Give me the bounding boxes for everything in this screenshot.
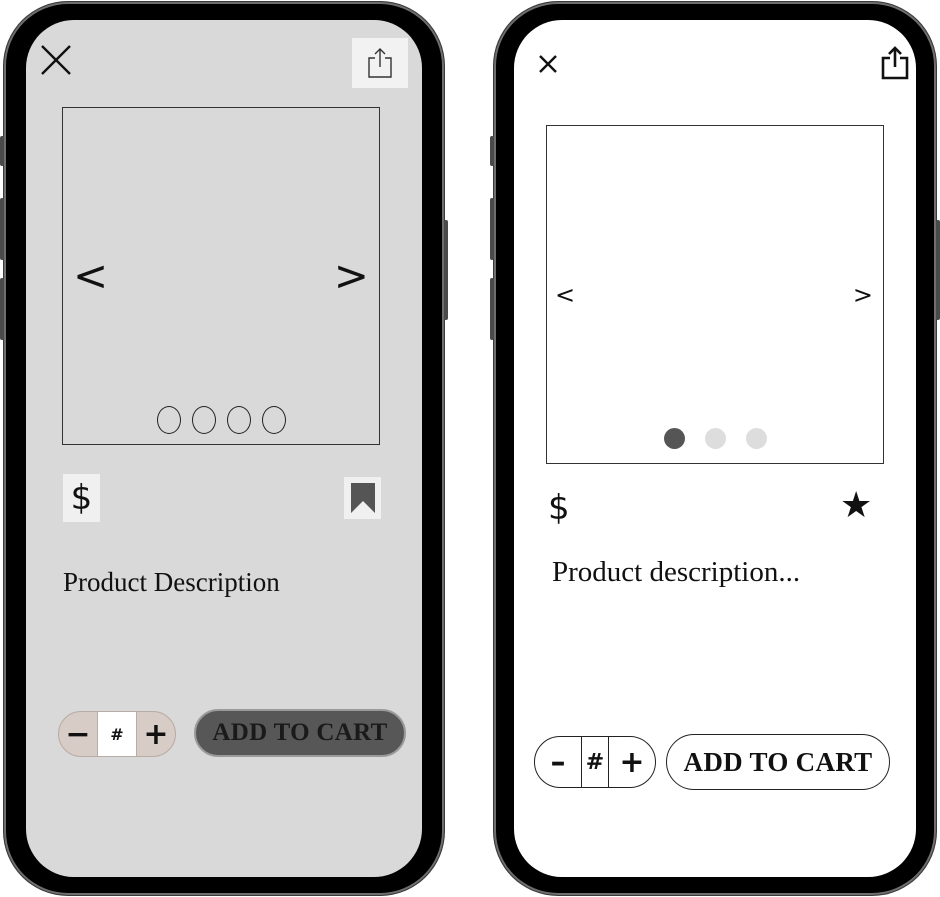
mute-switch	[490, 136, 494, 166]
star-icon: ★	[840, 485, 873, 526]
decrement-button[interactable]: −	[65, 716, 91, 752]
carousel-prev-button[interactable]: <	[73, 251, 109, 300]
product-image-carousel[interactable]: < >	[546, 125, 884, 464]
price-label: $	[63, 474, 100, 522]
bookmark-button[interactable]	[344, 477, 381, 519]
quantity-stepper: – # +	[534, 736, 656, 788]
increment-button[interactable]: +	[619, 744, 645, 780]
close-button[interactable]	[38, 42, 74, 78]
carousel-prev-button[interactable]: <	[555, 280, 576, 309]
add-to-cart-button[interactable]: ADD TO CART	[194, 709, 406, 757]
close-icon	[539, 55, 557, 73]
volume-up-button	[490, 198, 494, 260]
product-description: Product Description	[63, 567, 280, 597]
volume-down-button	[0, 278, 4, 340]
decrement-button[interactable]: –	[550, 744, 566, 780]
share-button[interactable]	[352, 38, 408, 88]
phone-frame-left: < > $ Product Description − # + ADD TO C…	[0, 2, 448, 895]
carousel-dot[interactable]	[191, 406, 216, 434]
quantity-value[interactable]: #	[97, 712, 137, 756]
carousel-dot[interactable]	[156, 406, 181, 434]
increment-button[interactable]: +	[143, 716, 169, 752]
carousel-pagination	[547, 428, 883, 449]
carousel-dot-active[interactable]	[663, 428, 685, 449]
add-to-cart-button[interactable]: ADD TO CART	[666, 734, 890, 790]
volume-down-button	[490, 278, 494, 340]
carousel-dot[interactable]	[704, 428, 726, 449]
power-button	[444, 220, 448, 320]
price-label: $	[548, 488, 570, 528]
phone-frame-right: < > $ ★ Product description... – # + ADD…	[490, 2, 940, 895]
carousel-pagination	[63, 406, 379, 434]
mute-switch	[0, 136, 4, 166]
quantity-value[interactable]: #	[581, 737, 609, 787]
product-screen-left: < > $ Product Description − # + ADD TO C…	[26, 20, 422, 877]
volume-up-button	[0, 198, 4, 260]
close-button[interactable]	[536, 52, 560, 76]
share-button[interactable]	[880, 46, 910, 80]
bookmark-icon	[350, 483, 375, 513]
power-button	[936, 220, 940, 320]
carousel-next-button[interactable]: >	[852, 280, 873, 309]
carousel-dot[interactable]	[226, 406, 251, 434]
close-icon	[41, 45, 71, 75]
carousel-dot[interactable]	[745, 428, 767, 449]
product-image-carousel[interactable]: < >	[62, 107, 380, 445]
product-screen-right: < > $ ★ Product description... – # + ADD…	[514, 20, 916, 877]
favorite-button[interactable]: ★	[840, 488, 872, 524]
share-icon	[368, 48, 392, 78]
carousel-dot[interactable]	[261, 406, 286, 434]
carousel-next-button[interactable]: >	[333, 251, 369, 300]
share-icon	[881, 46, 909, 80]
product-description: Product description...	[552, 556, 801, 588]
quantity-stepper: − # +	[58, 711, 176, 757]
